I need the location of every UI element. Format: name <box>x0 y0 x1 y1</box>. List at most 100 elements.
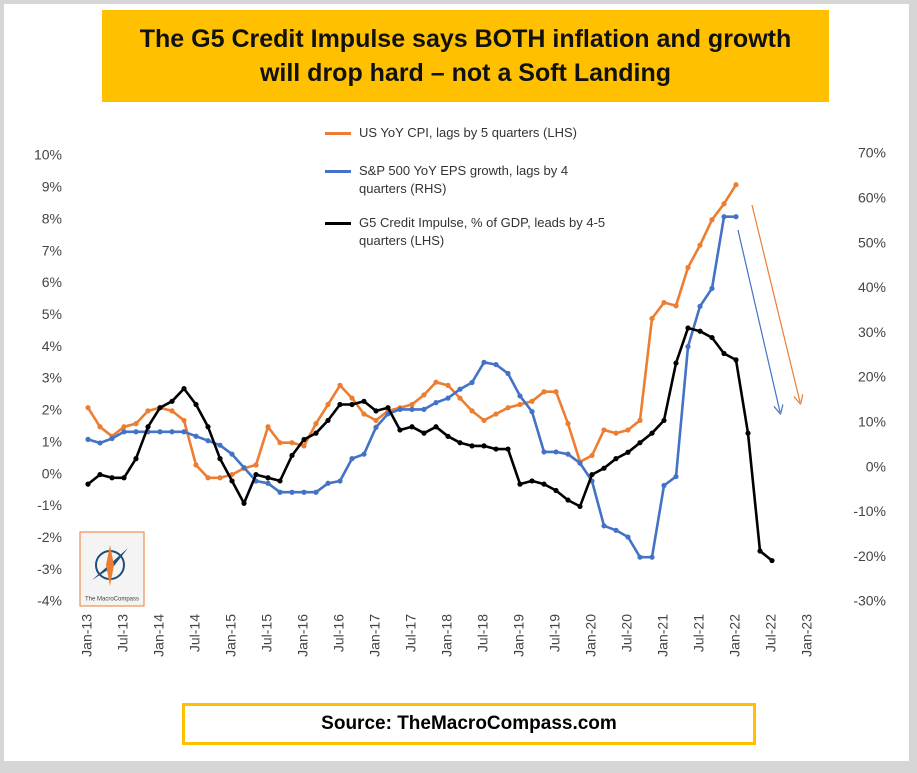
point <box>85 436 91 442</box>
point <box>625 427 631 433</box>
point <box>397 427 403 433</box>
point <box>445 395 451 401</box>
point <box>769 557 775 564</box>
point <box>373 424 379 430</box>
x-tick-label: Jul-15 <box>259 614 275 652</box>
point <box>169 408 175 414</box>
point <box>673 360 679 366</box>
point <box>349 401 355 408</box>
point <box>697 303 703 309</box>
point <box>181 385 187 392</box>
x-tick-label: Jan-19 <box>511 614 527 657</box>
point <box>253 462 259 468</box>
y2-tick-label: 20% <box>858 369 886 385</box>
point <box>181 417 187 424</box>
y-tick-label: -2% <box>37 529 62 545</box>
point <box>745 430 751 436</box>
point <box>301 489 307 495</box>
legend-item: US YoY CPI, lags by 5 quarters (LHS) <box>325 124 625 142</box>
x-tick-label: Jul-17 <box>403 614 419 652</box>
point <box>529 478 535 484</box>
y-tick-label: 9% <box>42 179 62 195</box>
point <box>697 242 703 248</box>
point <box>445 433 451 439</box>
point <box>589 452 595 459</box>
x-tick-label: Jul-14 <box>187 614 203 652</box>
panel <box>4 4 909 761</box>
point <box>265 475 271 481</box>
legend-label: G5 Credit Impulse, % of GDP, leads by 4-… <box>359 215 606 248</box>
legend-item: S&P 500 YoY EPS growth, lags by 4 quarte… <box>325 162 655 198</box>
y2-tick-label: -30% <box>853 593 886 609</box>
x-tick-label: Jan-13 <box>79 614 95 657</box>
point <box>157 429 163 435</box>
point <box>217 442 223 448</box>
y2-tick-label: 40% <box>858 279 886 295</box>
point <box>613 527 619 533</box>
point <box>409 406 415 412</box>
x-tick-label: Jul-18 <box>475 614 491 652</box>
point <box>145 424 151 430</box>
point <box>241 465 247 471</box>
point <box>661 482 667 489</box>
point <box>565 421 571 427</box>
y-tick-label: 1% <box>42 433 62 449</box>
point <box>613 456 619 462</box>
point <box>397 406 403 412</box>
point <box>97 440 103 446</box>
x-tick-label: Jul-19 <box>547 614 563 652</box>
point <box>649 430 655 436</box>
point <box>493 411 499 417</box>
y-tick-label: -4% <box>37 593 62 609</box>
chart-title: The G5 Credit Impulse says BOTH inflatio… <box>102 10 829 102</box>
point <box>85 405 91 411</box>
point <box>661 417 667 424</box>
point <box>721 350 727 357</box>
point <box>361 451 367 457</box>
arrow <box>751 204 800 402</box>
x-tick-label: Jan-14 <box>151 614 167 657</box>
point <box>361 411 367 417</box>
y-tick-label: 2% <box>42 402 62 418</box>
point <box>505 446 511 452</box>
point <box>553 449 559 455</box>
point <box>361 398 367 404</box>
point <box>481 443 487 449</box>
logo-star <box>106 545 114 586</box>
point <box>529 398 535 404</box>
legend-label: US YoY CPI, lags by 5 quarters (LHS) <box>359 125 577 140</box>
x-tick-label: Jan-15 <box>223 614 239 657</box>
point <box>409 424 415 430</box>
y2-tick-label: 0% <box>866 458 886 474</box>
x-tick-label: Jan-16 <box>295 614 311 657</box>
point <box>301 436 307 443</box>
point <box>505 370 511 377</box>
legend-swatch <box>325 222 351 225</box>
point <box>469 443 475 449</box>
y-tick-label: 10% <box>34 147 62 163</box>
series-line <box>87 326 773 562</box>
point <box>421 392 427 398</box>
point <box>577 503 583 510</box>
point <box>541 481 547 487</box>
point <box>433 400 439 406</box>
point <box>97 471 103 478</box>
point <box>277 440 283 446</box>
point <box>121 429 127 435</box>
point <box>181 429 187 435</box>
point <box>121 424 127 430</box>
y-tick-label: 8% <box>42 210 62 226</box>
point <box>385 405 391 411</box>
point <box>589 471 595 478</box>
point <box>457 395 463 401</box>
point <box>133 421 139 427</box>
point <box>157 405 163 411</box>
point <box>553 487 559 494</box>
x-tick-label: Jul-21 <box>691 614 707 652</box>
point <box>433 424 439 430</box>
y2-tick-label: -10% <box>853 503 886 519</box>
point <box>445 382 451 388</box>
legend-swatch <box>325 132 351 135</box>
x-tick-label: Jan-17 <box>367 614 383 657</box>
point <box>205 438 211 444</box>
